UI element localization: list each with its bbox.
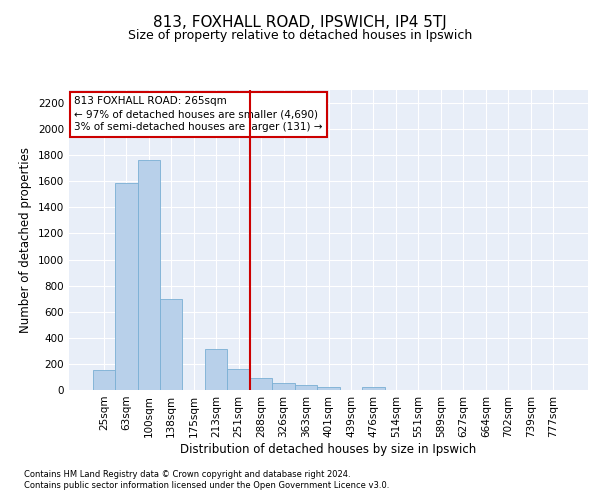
- Text: Size of property relative to detached houses in Ipswich: Size of property relative to detached ho…: [128, 28, 472, 42]
- Text: 813, FOXHALL ROAD, IPSWICH, IP4 5TJ: 813, FOXHALL ROAD, IPSWICH, IP4 5TJ: [153, 15, 447, 30]
- Bar: [250, 378, 272, 390]
- Text: 813 FOXHALL ROAD: 265sqm
← 97% of detached houses are smaller (4,690)
3% of semi: 813 FOXHALL ROAD: 265sqm ← 97% of detach…: [74, 96, 323, 132]
- Bar: [137, 160, 160, 390]
- Bar: [160, 298, 182, 390]
- Bar: [115, 182, 137, 390]
- Text: Contains public sector information licensed under the Open Government Licence v3: Contains public sector information licen…: [24, 481, 389, 490]
- Text: Contains HM Land Registry data © Crown copyright and database right 2024.: Contains HM Land Registry data © Crown c…: [24, 470, 350, 479]
- Bar: [317, 386, 340, 390]
- Bar: [92, 370, 115, 390]
- Bar: [362, 388, 385, 390]
- Bar: [227, 369, 250, 390]
- Y-axis label: Number of detached properties: Number of detached properties: [19, 147, 32, 333]
- Bar: [272, 383, 295, 390]
- Bar: [295, 385, 317, 390]
- Bar: [205, 349, 227, 390]
- X-axis label: Distribution of detached houses by size in Ipswich: Distribution of detached houses by size …: [181, 442, 476, 456]
